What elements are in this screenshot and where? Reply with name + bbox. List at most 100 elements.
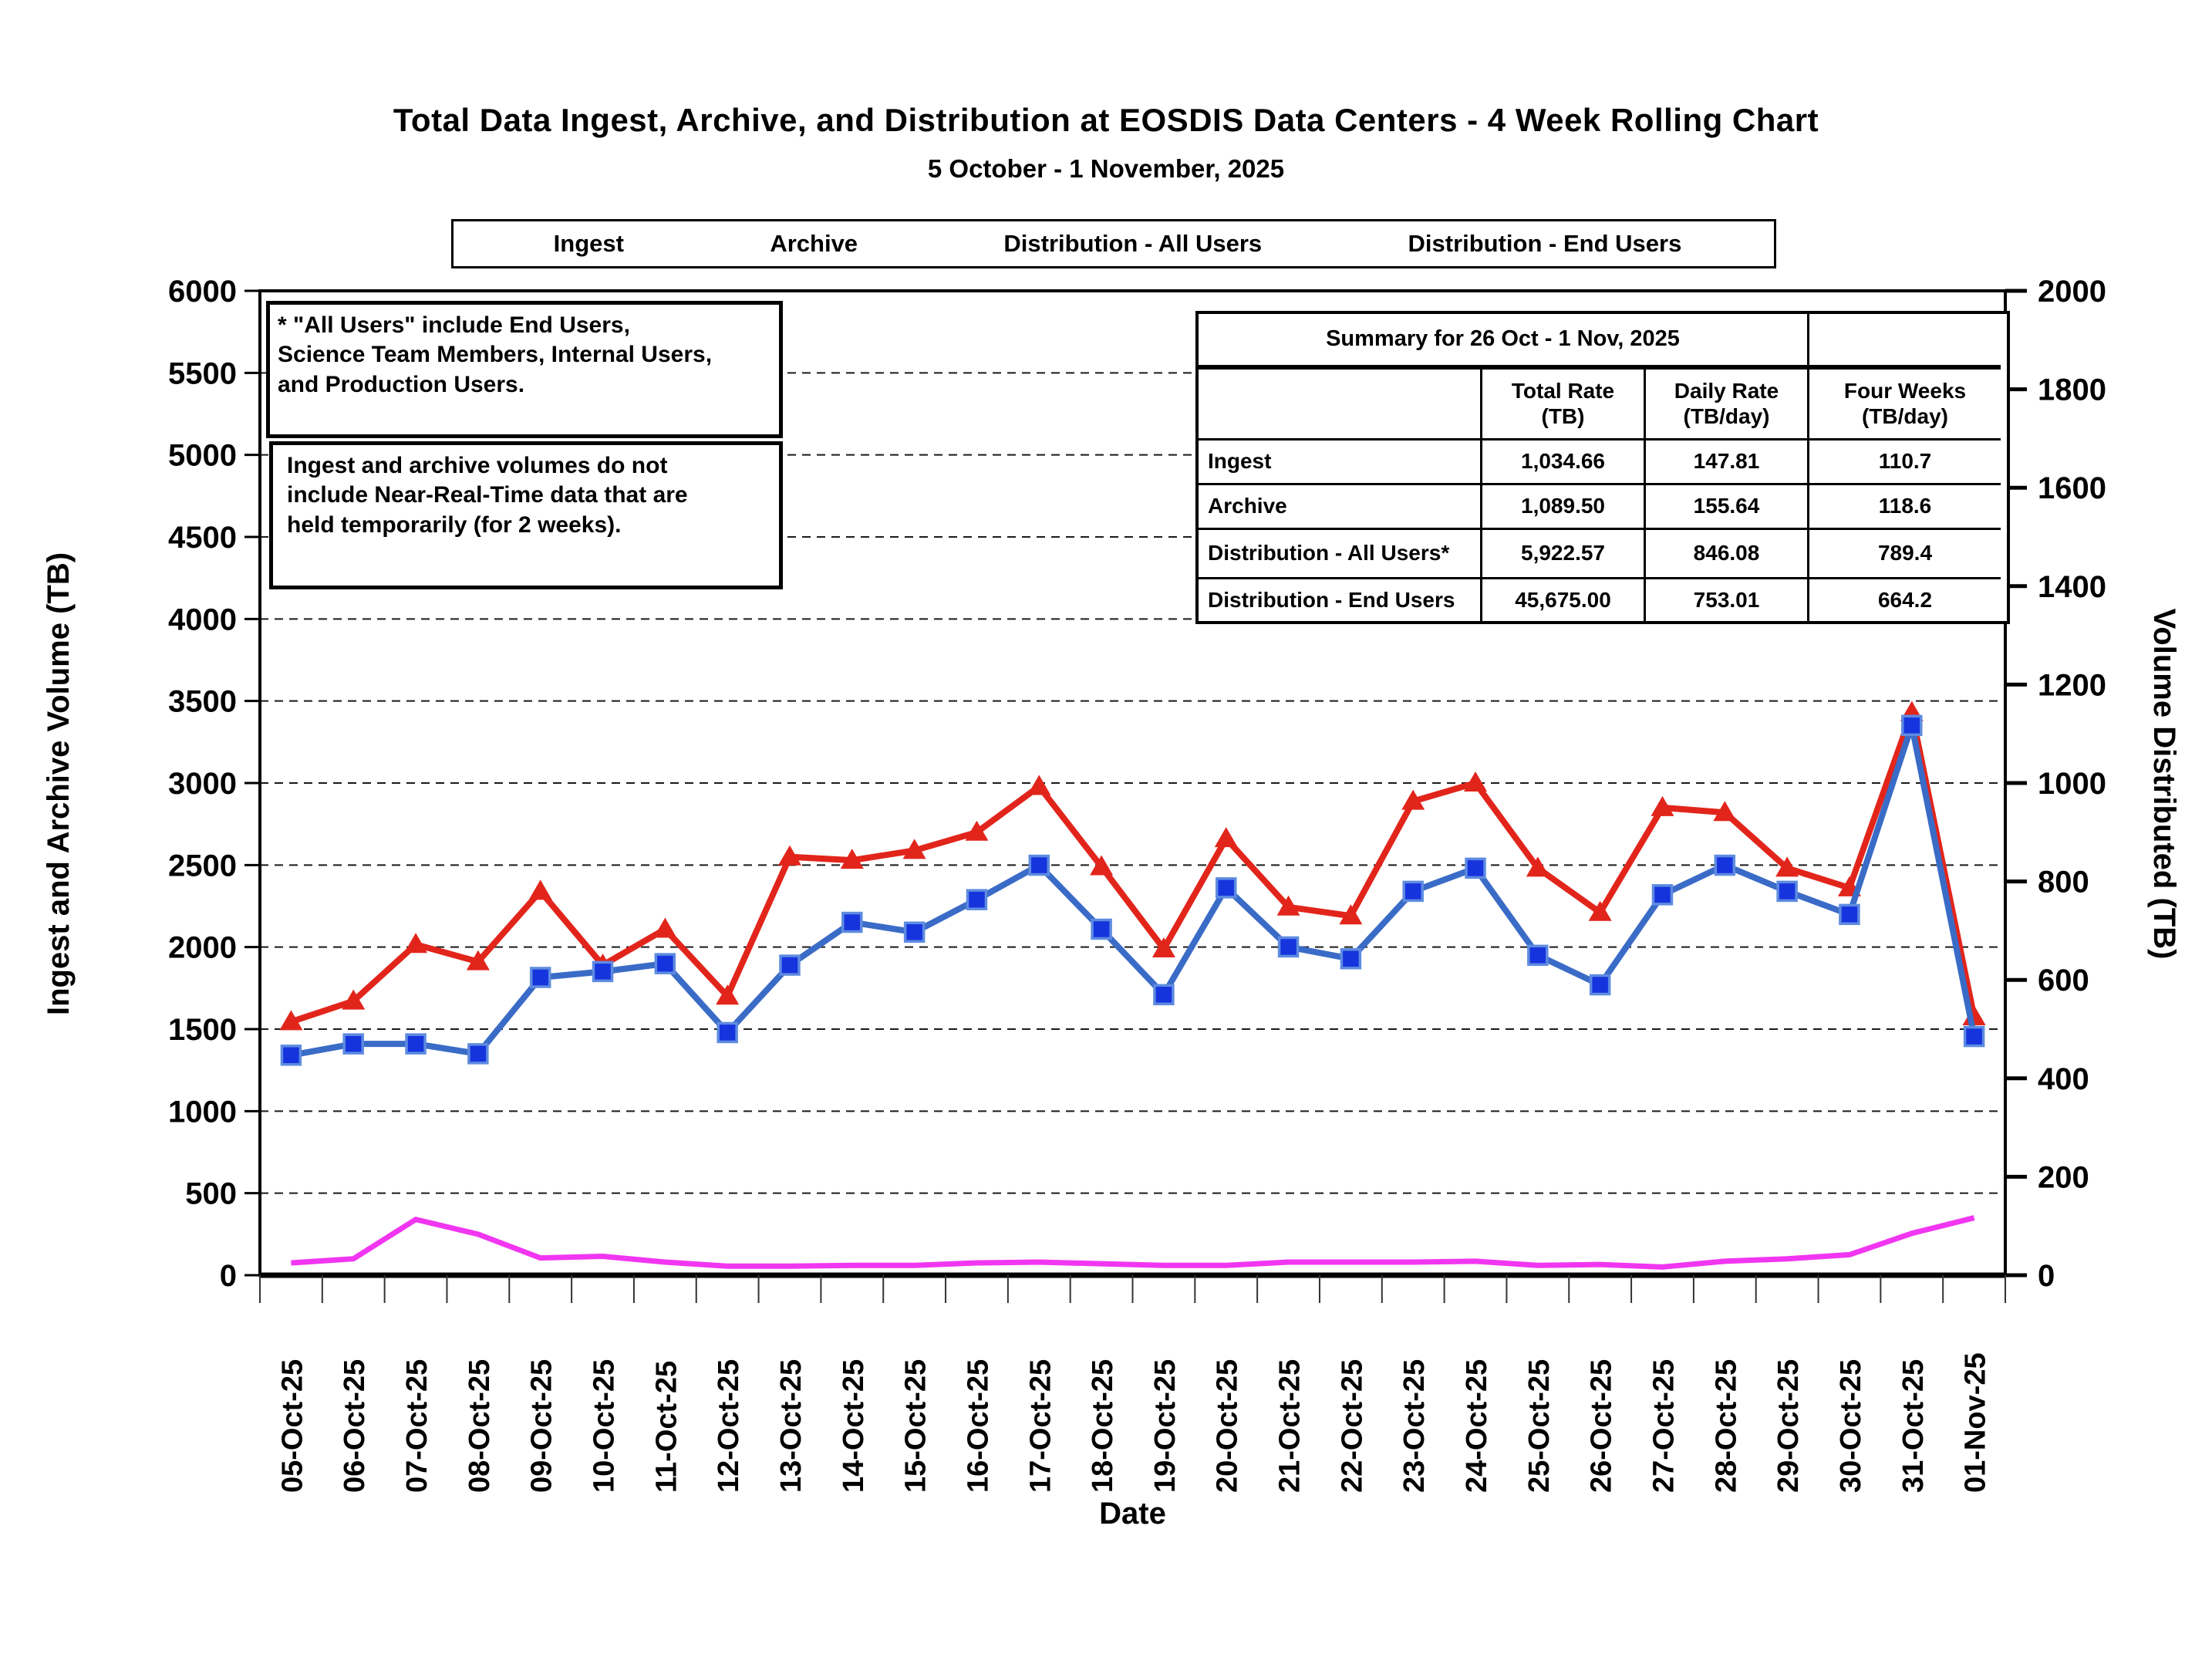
x-axis-date-label: 10-Oct-25 (588, 1359, 621, 1493)
legend-label-archive: Archive (770, 230, 858, 257)
left-axis-tick-label: 6000 (168, 275, 237, 309)
marker-square (1589, 974, 1611, 996)
summary-row-ingest-label: Ingest (1199, 441, 1482, 485)
x-axis-date-label: 20-Oct-25 (1212, 1359, 1244, 1493)
x-axis-date-label: 31-Oct-25 (1897, 1359, 1930, 1493)
marker-square (1402, 880, 1424, 903)
marker-square (280, 1045, 302, 1066)
x-axis-date-label: 15-Oct-25 (900, 1359, 932, 1493)
x-axis-date-label: 06-Oct-25 (339, 1359, 371, 1493)
right-axis-tick-label: 1000 (2038, 767, 2106, 801)
marker-square (841, 911, 863, 933)
marker-square (1651, 884, 1674, 906)
marker-triangle (1775, 856, 1799, 877)
legend-label-distribution-all-users: Distribution - All Users (1003, 230, 1263, 257)
right-axis-tick-label: 800 (2038, 866, 2089, 900)
legend-item-distribution-end-users: Distribution - End Users (1401, 230, 1682, 258)
summary-row-dist-all-four-weeks: 789.4 (1809, 530, 2001, 579)
series-distribution-end-users (280, 713, 1985, 1066)
nrt-note: Ingest and archive volumes do not includ… (269, 441, 783, 589)
summary-row-dist-end-four-weeks: 664.2 (1877, 587, 1933, 612)
right-axis-tick-label: 200 (2038, 1160, 2089, 1194)
marker-triangle (1090, 855, 1114, 876)
x-axis-date-label: 17-Oct-25 (1024, 1359, 1057, 1493)
summary-row-ingest-four-weeks: 110.7 (1809, 441, 2001, 485)
right-axis-tick-label: 600 (2038, 964, 2089, 997)
page-subtitle: 5 October - 1 November, 2025 (927, 154, 1285, 183)
x-axis-date-label: 19-Oct-25 (1149, 1359, 1182, 1493)
legend-label-ingest: Ingest (553, 230, 624, 257)
marker-triangle (1152, 937, 1175, 958)
left-axis-tick-label: 500 (185, 1177, 237, 1211)
summary-row-dist-all-label: Distribution - All Users* (1199, 530, 1482, 579)
right-axis-title: Volume Distributed (TB) (2147, 608, 2181, 960)
x-axis-date-label: 29-Oct-25 (1772, 1359, 1805, 1493)
x-axis-date-label: 12-Oct-25 (713, 1359, 745, 1493)
legend: Ingest Archive Distribution - All Users … (451, 219, 1776, 268)
legend-item-distribution-all-users: Distribution - All Users (996, 230, 1262, 258)
marker-square (654, 953, 676, 974)
marker-square (529, 967, 551, 988)
summary-row-dist-all-total: 5,922.57 (1482, 530, 1646, 579)
summary-row-dist-end-total: 45,675.00 (1482, 579, 1646, 621)
marker-square (717, 1021, 738, 1044)
marker-triangle (1464, 771, 1488, 792)
x-axis-title: Date (1099, 1497, 1166, 1531)
marker-square (1901, 714, 1923, 737)
series-line (290, 713, 1978, 1058)
right-axis-tick-label: 1400 (2038, 570, 2106, 604)
summary-table-title: Summary for 26 Oct - 1 Nov, 2025 (1199, 314, 1809, 370)
page-title: Total Data Ingest, Archive, and Distribu… (393, 102, 1819, 138)
x-axis-date-label: 01-Nov-25 (1960, 1352, 1992, 1493)
x-axis-date-label: 24-Oct-25 (1461, 1359, 1493, 1493)
marker-square (1465, 857, 1486, 879)
summary-row-archive-total: 1,089.50 (1482, 485, 1646, 530)
left-axis-tick-label: 4000 (168, 603, 237, 636)
marker-triangle (279, 1010, 303, 1031)
right-axis-tick-label: 0 (2038, 1259, 2055, 1293)
x-axis-date-label: 30-Oct-25 (1835, 1359, 1867, 1493)
marker-square (966, 889, 988, 910)
marker-triangle (1214, 827, 1238, 848)
summary-row-ingest-total: 1,034.66 (1482, 441, 1646, 485)
x-axis-date-label: 13-Oct-25 (775, 1359, 808, 1493)
x-axis-date-label: 21-Oct-25 (1274, 1359, 1307, 1493)
marker-triangle (902, 839, 926, 859)
series-ingest (291, 1215, 1975, 1270)
summary-header-empty (1199, 370, 1482, 441)
marker-triangle (466, 950, 490, 970)
x-axis-date-label: 05-Oct-25 (276, 1359, 309, 1493)
left-axis-tick-label: 1500 (168, 1013, 237, 1047)
marker-triangle (716, 984, 740, 1005)
marker-triangle (528, 879, 552, 900)
x-axis-date-label: 07-Oct-25 (401, 1359, 433, 1493)
x-axis-date-label: 16-Oct-25 (962, 1359, 994, 1493)
left-axis-tick-label: 5000 (168, 439, 237, 473)
marker-triangle (1401, 789, 1425, 810)
legend-item-archive: Archive (762, 230, 858, 258)
marker-square (342, 1033, 364, 1055)
all-users-note: * "All Users" include End Users, Science… (266, 301, 783, 438)
marker-square (405, 1033, 427, 1055)
x-axis-date-label: 18-Oct-25 (1087, 1359, 1119, 1493)
left-axis-tick-label: 2000 (168, 931, 237, 965)
x-axis-date-label: 27-Oct-25 (1647, 1359, 1680, 1493)
series-line (290, 700, 1978, 1025)
summary-header-four-weeks: Four Weeks (TB/day) (1809, 370, 2001, 441)
marker-square (467, 1043, 489, 1065)
marker-triangle (1713, 801, 1737, 822)
marker-triangle (653, 917, 677, 938)
series-line (291, 1215, 1975, 1270)
summary-row-dist-all-daily: 846.08 (1646, 530, 1809, 579)
x-axis-date-label: 26-Oct-25 (1586, 1359, 1618, 1493)
x-axis-date-label: 25-Oct-25 (1523, 1359, 1556, 1493)
x-axis-date-label: 28-Oct-25 (1710, 1359, 1742, 1493)
left-axis-tick-label: 3000 (168, 767, 237, 801)
x-axis-date-label: 11-Oct-25 (650, 1361, 683, 1493)
marker-triangle (342, 989, 366, 1010)
left-axis-tick-label: 0 (220, 1259, 237, 1293)
marker-square (1714, 854, 1736, 876)
x-axis-date-label: 22-Oct-25 (1336, 1359, 1368, 1493)
marker-square (903, 921, 926, 943)
